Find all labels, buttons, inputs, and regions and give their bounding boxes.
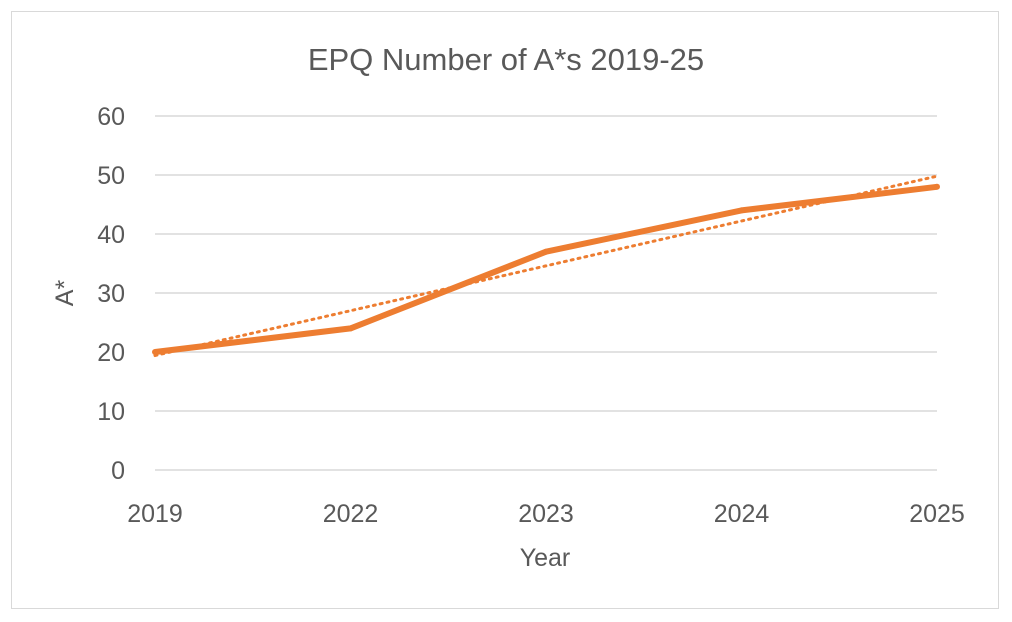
x-tick-label: 2023 [518, 500, 574, 528]
y-tick-label: 60 [97, 103, 125, 131]
y-tick-label: 0 [111, 457, 125, 485]
y-tick-label: 50 [97, 162, 125, 190]
data-point [738, 207, 745, 214]
data-point [543, 248, 549, 255]
x-tick-label: 2019 [127, 500, 183, 528]
gridlines [155, 115, 937, 471]
data-point [347, 325, 354, 332]
y-tick-label: 30 [97, 280, 125, 308]
y-tick-label: 40 [97, 221, 125, 249]
x-axis-ticks: 2019 2022 2023 2024 2025 [127, 500, 965, 528]
chart-frame [11, 11, 999, 609]
chart-title: EPQ Number of A*s 2019-25 [308, 42, 704, 77]
x-tick-label: 2022 [323, 500, 379, 528]
x-tick-label: 2025 [909, 500, 965, 528]
data-point [934, 183, 940, 190]
y-axis-ticks: 0 10 20 30 40 50 60 [97, 103, 125, 485]
data-point [152, 349, 158, 355]
series-layer [152, 174, 940, 358]
y-axis-label: A* [51, 280, 79, 307]
x-axis-label: Year [520, 544, 571, 572]
y-tick-label: 10 [97, 398, 125, 426]
trendline [153, 174, 939, 358]
y-tick-label: 20 [97, 339, 125, 367]
x-tick-label: 2024 [714, 500, 770, 528]
